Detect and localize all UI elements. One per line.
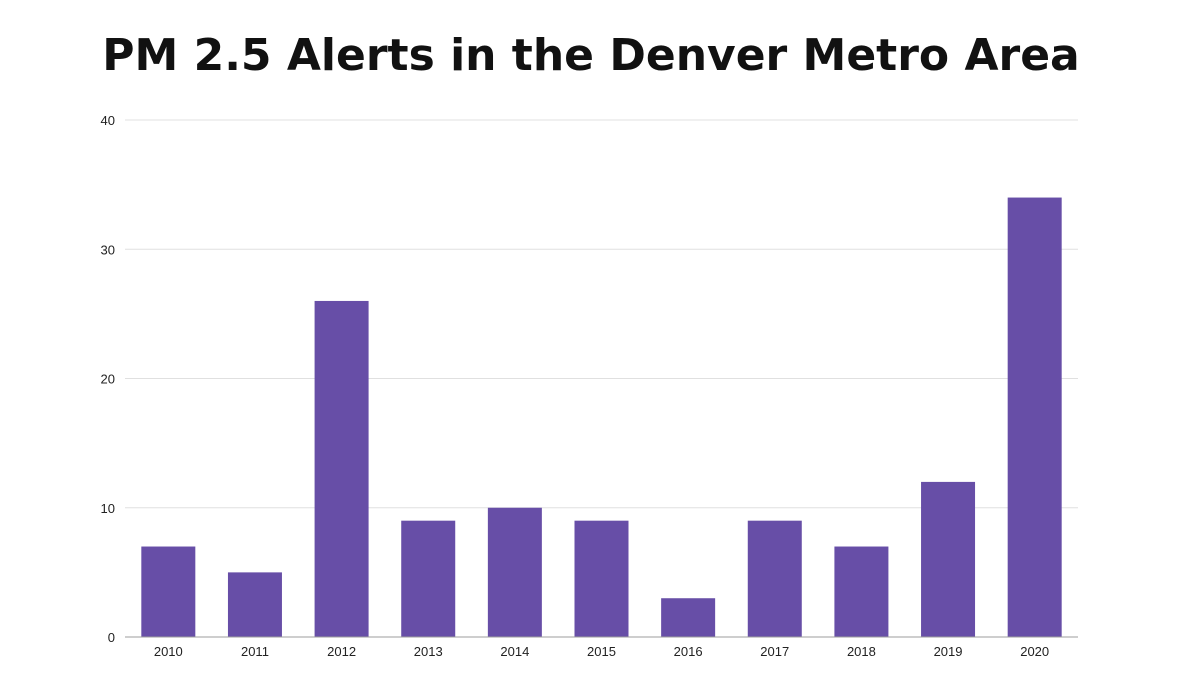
y-tick-label: 10: [101, 501, 115, 516]
bar-2019: [921, 481, 976, 637]
x-tick-label: 2013: [414, 644, 443, 659]
bar-2010: [141, 546, 196, 637]
bar-2018: [834, 546, 889, 637]
gridlines: [125, 119, 1078, 509]
bar-2016: [661, 598, 716, 637]
y-tick-label: 30: [101, 242, 115, 257]
y-tick-label: 0: [108, 630, 115, 645]
x-tick-label: 2017: [760, 644, 789, 659]
x-tick-label: 2019: [934, 644, 963, 659]
x-tick-label: 2012: [327, 644, 356, 659]
x-tick-label: 2014: [500, 644, 529, 659]
x-tick-label: 2015: [587, 644, 616, 659]
bar-2015: [574, 520, 629, 637]
chart-title: PM 2.5 Alerts in the Denver Metro Area: [102, 30, 1080, 81]
y-tick-label: 20: [101, 372, 115, 387]
bar-2013: [401, 520, 456, 637]
bars: [141, 197, 1062, 638]
x-axis-ticks: 2010 2011 2012 2013 2014 2015 2016 2017 2018 2019…: [154, 644, 1049, 659]
y-tick-label: 40: [101, 113, 115, 128]
x-tick-label: 2010: [154, 644, 183, 659]
bar-2020: [1007, 197, 1062, 638]
x-tick-label: 2016: [674, 644, 703, 659]
bar-2014: [487, 507, 542, 637]
bar-2017: [747, 520, 802, 637]
x-tick-label: 2020: [1020, 644, 1049, 659]
x-tick-label: 2018: [847, 644, 876, 659]
bar-2012: [314, 300, 369, 637]
y-axis-ticks: 0 10 20 30 40: [101, 113, 115, 645]
x-tick-label: 2011: [241, 644, 269, 659]
bar-2011: [227, 572, 282, 637]
